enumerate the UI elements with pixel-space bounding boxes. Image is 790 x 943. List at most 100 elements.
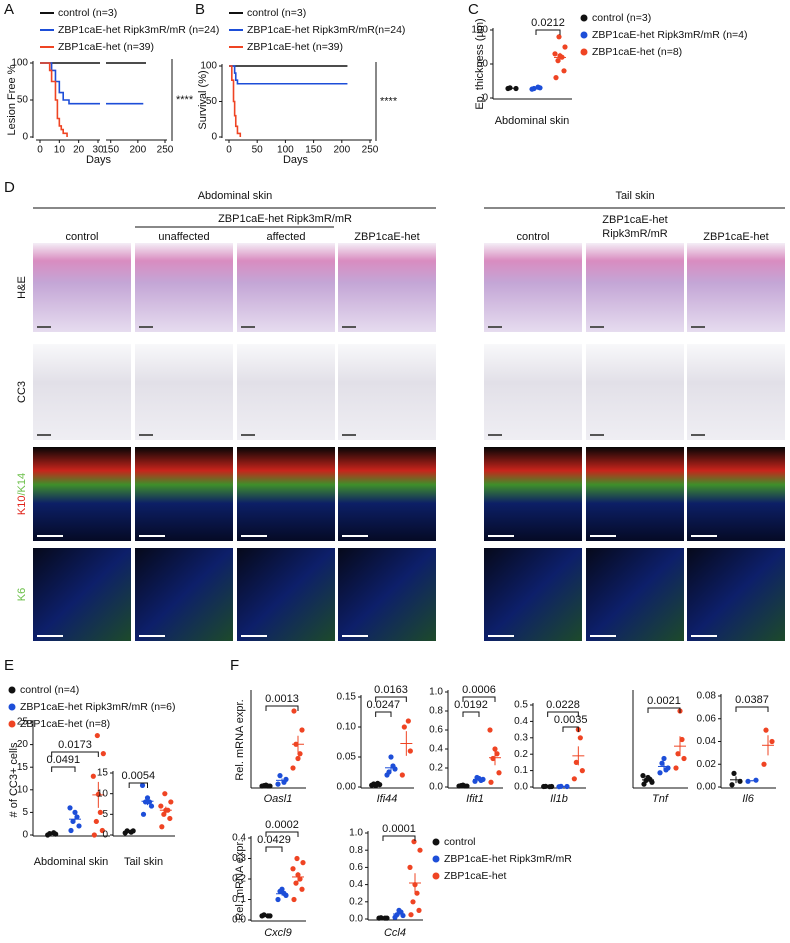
p-value: 0.0387 bbox=[735, 694, 769, 706]
x-axis-title: Ccl4 bbox=[384, 927, 406, 939]
p-value: 0.0247 bbox=[367, 699, 401, 711]
comparison-bracket bbox=[265, 831, 299, 837]
data-point bbox=[673, 765, 679, 771]
data-point bbox=[140, 811, 147, 817]
data-point bbox=[76, 823, 82, 829]
y-tick-label: 0.04 bbox=[697, 736, 717, 747]
micrograph bbox=[687, 548, 785, 641]
p-value: 0.0429 bbox=[257, 834, 291, 846]
x-tick-label: 150 bbox=[305, 145, 322, 156]
data-point bbox=[490, 755, 496, 762]
x-axis-title: Tnf bbox=[652, 793, 669, 805]
data-point bbox=[72, 809, 78, 816]
data-point bbox=[167, 815, 173, 822]
micrograph bbox=[33, 447, 131, 541]
column-label: affected bbox=[267, 231, 306, 243]
data-point bbox=[487, 727, 493, 733]
axis-break bbox=[100, 55, 106, 141]
section-title: Abdominal skin bbox=[198, 190, 273, 202]
x-tick-label: 200 bbox=[130, 145, 147, 156]
data-point bbox=[294, 855, 300, 862]
data-point bbox=[139, 782, 146, 789]
y-tick-label: 0.6 bbox=[429, 725, 443, 736]
y-tick-label: 100 bbox=[471, 25, 488, 36]
x-axis-title: Il1b bbox=[550, 793, 568, 805]
y-tick-label: 0 bbox=[211, 132, 217, 143]
data-point bbox=[663, 767, 669, 773]
data-point bbox=[496, 770, 502, 776]
data-point bbox=[93, 818, 99, 825]
data-point bbox=[414, 890, 420, 896]
y-axis-title: Ep. thickness (µm) bbox=[474, 18, 486, 109]
micrograph bbox=[237, 548, 335, 641]
y-tick-label: 0.4 bbox=[349, 879, 363, 890]
y-tick-label: 0.0 bbox=[514, 782, 528, 793]
data-point bbox=[74, 814, 80, 820]
data-point bbox=[555, 58, 561, 64]
panel-label: C bbox=[468, 1, 479, 18]
data-point bbox=[70, 818, 76, 825]
data-point bbox=[556, 34, 562, 40]
legend-label: ZBP1caE-het (n=8) bbox=[592, 46, 682, 58]
y-tick-label: 0.0 bbox=[232, 915, 246, 926]
data-point bbox=[161, 811, 167, 817]
x-axis-title: Days bbox=[86, 154, 112, 166]
y-tick-label: 15 bbox=[97, 768, 109, 779]
micrograph bbox=[484, 548, 582, 641]
data-point bbox=[158, 803, 164, 809]
micrograph bbox=[237, 243, 335, 332]
y-tick-label: 0.3 bbox=[232, 853, 246, 864]
data-point bbox=[535, 84, 541, 90]
column-label: unaffected bbox=[158, 231, 209, 243]
significance-label: **** bbox=[176, 94, 194, 106]
data-point bbox=[401, 724, 407, 730]
x-tick-label: 20 bbox=[73, 145, 85, 156]
micrograph bbox=[338, 548, 436, 641]
panel-label: D bbox=[4, 179, 15, 196]
column-label: ZBP1caE-het bbox=[703, 231, 768, 243]
data-point bbox=[494, 751, 500, 757]
micrograph bbox=[135, 243, 233, 332]
y-tick-label: 0.00 bbox=[697, 782, 717, 793]
x-tick-label: 0 bbox=[37, 145, 43, 156]
data-point bbox=[168, 799, 174, 805]
data-point bbox=[263, 782, 269, 788]
data-point bbox=[561, 68, 567, 74]
comparison-bracket bbox=[562, 726, 579, 732]
y-tick-label: 0.2 bbox=[514, 749, 528, 760]
data-point bbox=[142, 799, 149, 805]
p-value: 0.0228 bbox=[546, 699, 580, 711]
micrograph bbox=[586, 344, 684, 440]
data-point bbox=[679, 736, 685, 743]
x-tick-label: 50 bbox=[252, 145, 264, 156]
legend-label: control (n=3) bbox=[592, 12, 651, 24]
y-tick-label: 0 bbox=[22, 132, 28, 143]
data-point bbox=[300, 860, 306, 866]
column-label: control bbox=[516, 231, 549, 243]
data-point bbox=[295, 755, 301, 762]
y-tick-label: 0.02 bbox=[697, 759, 717, 770]
y-tick-label: 0.5 bbox=[514, 700, 528, 711]
y-tick-label: 0.2 bbox=[349, 896, 363, 907]
legend-label: control bbox=[444, 836, 476, 848]
comparison-bracket bbox=[128, 782, 148, 788]
x-tick-label: 200 bbox=[333, 145, 350, 156]
y-tick-label: 1.0 bbox=[349, 828, 363, 839]
legend-label: ZBP1caE-het Ripk3mR/mR (n=6) bbox=[20, 701, 176, 713]
data-point bbox=[577, 735, 583, 741]
data-point bbox=[100, 751, 106, 757]
x-axis-title: Abdominal skin bbox=[34, 856, 109, 868]
micrograph bbox=[135, 447, 233, 541]
micrograph bbox=[237, 447, 335, 541]
data-point bbox=[279, 886, 285, 892]
data-point bbox=[159, 824, 165, 830]
micrograph bbox=[687, 447, 785, 541]
x-axis-title: Ifi44 bbox=[377, 793, 398, 805]
data-point bbox=[562, 44, 568, 50]
y-tick-label: 0.10 bbox=[337, 722, 357, 733]
y-tick-label: 0.4 bbox=[429, 744, 443, 755]
survival-curve bbox=[229, 65, 348, 85]
data-point bbox=[94, 732, 100, 739]
column-label: Ripk3mR/mR bbox=[602, 228, 667, 240]
